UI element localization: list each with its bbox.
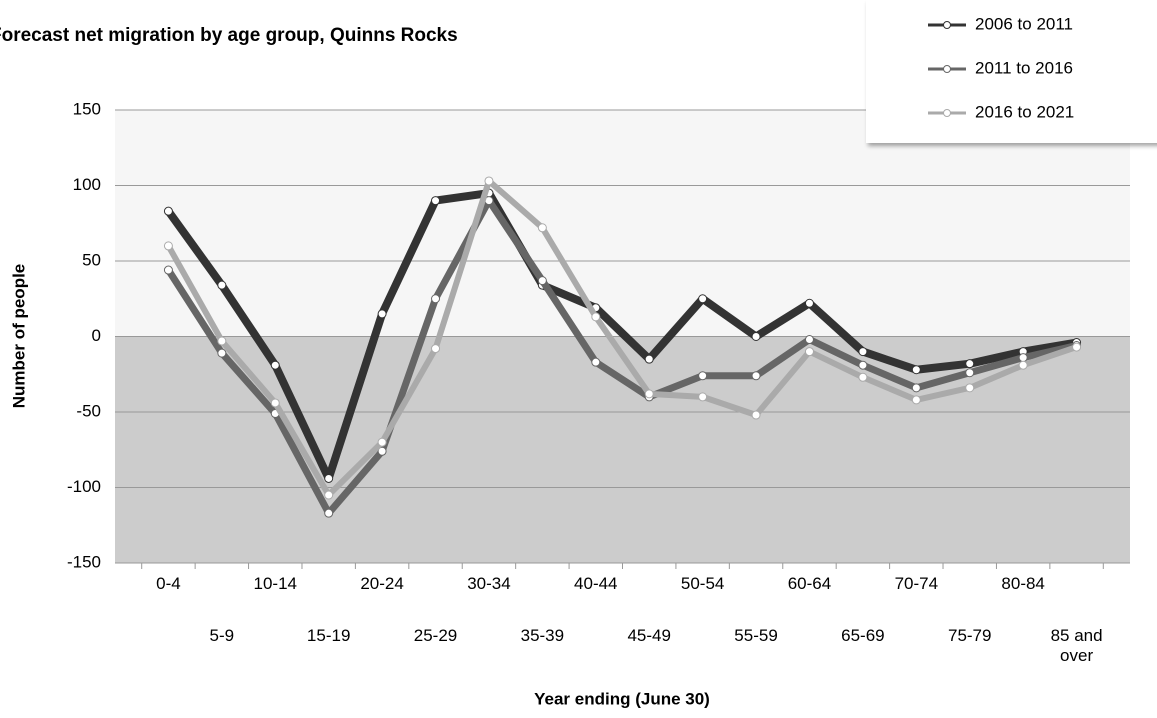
x-tick-label: 10-14 bbox=[253, 574, 297, 593]
x-tick-label: 70-74 bbox=[894, 574, 939, 593]
x-tick-label: 65-69 bbox=[841, 626, 885, 645]
legend-label: 2011 to 2016 bbox=[975, 58, 1073, 77]
chart-title: Forecast net migration by age group, Qui… bbox=[0, 25, 458, 46]
point bbox=[537, 223, 547, 233]
point bbox=[377, 437, 387, 447]
point bbox=[431, 344, 441, 354]
y-tick-label: -50 bbox=[76, 401, 101, 420]
point bbox=[484, 176, 494, 186]
point bbox=[163, 206, 173, 216]
point bbox=[270, 360, 280, 370]
point bbox=[324, 508, 334, 518]
point bbox=[965, 368, 975, 378]
point bbox=[644, 389, 654, 399]
x-tick-label: 60-64 bbox=[787, 574, 832, 593]
x-tick-label: 20-24 bbox=[360, 574, 404, 593]
x-tick-label: 80-84 bbox=[1001, 574, 1045, 593]
point bbox=[965, 359, 975, 369]
x-tick-label: 55-59 bbox=[734, 626, 778, 645]
point bbox=[377, 309, 387, 319]
point bbox=[217, 348, 227, 358]
legend-point bbox=[943, 65, 951, 73]
point bbox=[377, 446, 387, 456]
y-tick-label: 0 bbox=[92, 326, 101, 345]
point bbox=[1018, 353, 1028, 363]
legend: 2006 to 2011 2011 to 2016 2016 to 2021 bbox=[866, 0, 1157, 143]
point bbox=[324, 490, 334, 500]
point bbox=[324, 473, 334, 483]
legend-box bbox=[866, 0, 1157, 143]
point bbox=[537, 276, 547, 286]
point bbox=[1018, 360, 1028, 370]
point bbox=[431, 196, 441, 206]
point bbox=[858, 360, 868, 370]
point bbox=[163, 265, 173, 275]
legend-point bbox=[943, 109, 951, 117]
point bbox=[751, 410, 761, 420]
y-axis-label: Number of people bbox=[9, 264, 28, 409]
x-tick-label: 25-29 bbox=[413, 626, 458, 645]
y-tick-label: -150 bbox=[67, 552, 101, 571]
point bbox=[858, 347, 868, 357]
x-tick-label: 5-9 bbox=[209, 626, 235, 645]
x-axis-label: Year ending (June 30) bbox=[534, 689, 710, 708]
point bbox=[911, 365, 921, 375]
plot-upper bbox=[115, 110, 1130, 337]
point bbox=[911, 395, 921, 405]
point bbox=[698, 294, 708, 304]
point bbox=[1072, 342, 1082, 352]
point bbox=[804, 335, 814, 345]
legend-label: 2016 to 2021 bbox=[975, 102, 1074, 121]
point bbox=[911, 383, 921, 393]
x-tick-label: 35-39 bbox=[520, 626, 565, 645]
x-tick-label: 85 and over bbox=[1050, 626, 1103, 665]
x-tick-label: 75-79 bbox=[947, 626, 992, 645]
y-tick-label: 50 bbox=[82, 250, 101, 269]
point bbox=[858, 372, 868, 382]
x-tick-label: 45-49 bbox=[627, 626, 671, 645]
point bbox=[698, 392, 708, 402]
point bbox=[431, 294, 441, 304]
legend-point bbox=[943, 21, 951, 29]
x-tick-label: 50-54 bbox=[680, 574, 725, 593]
point bbox=[644, 354, 654, 364]
point bbox=[270, 398, 280, 408]
legend-label: 2006 to 2011 bbox=[975, 14, 1073, 33]
x-tick-label: 40-44 bbox=[574, 574, 618, 593]
series-line bbox=[165, 189, 1078, 483]
x-tick-label: 15-19 bbox=[306, 626, 351, 645]
point bbox=[804, 298, 814, 308]
series-line bbox=[165, 197, 1078, 517]
point bbox=[965, 383, 975, 393]
y-tick-label: -100 bbox=[67, 477, 101, 496]
point bbox=[591, 312, 601, 322]
point bbox=[751, 332, 761, 341]
point bbox=[217, 336, 227, 346]
y-tick-label: 100 bbox=[73, 175, 101, 194]
y-tick-label: 150 bbox=[73, 99, 101, 118]
x-tick-label: 30-34 bbox=[467, 574, 511, 593]
point bbox=[804, 347, 814, 357]
point bbox=[698, 371, 708, 381]
series-line bbox=[165, 177, 1078, 499]
x-tick-label: 0-4 bbox=[156, 574, 181, 593]
point bbox=[751, 371, 761, 381]
point bbox=[217, 280, 227, 290]
point bbox=[163, 241, 173, 251]
point bbox=[591, 357, 601, 367]
